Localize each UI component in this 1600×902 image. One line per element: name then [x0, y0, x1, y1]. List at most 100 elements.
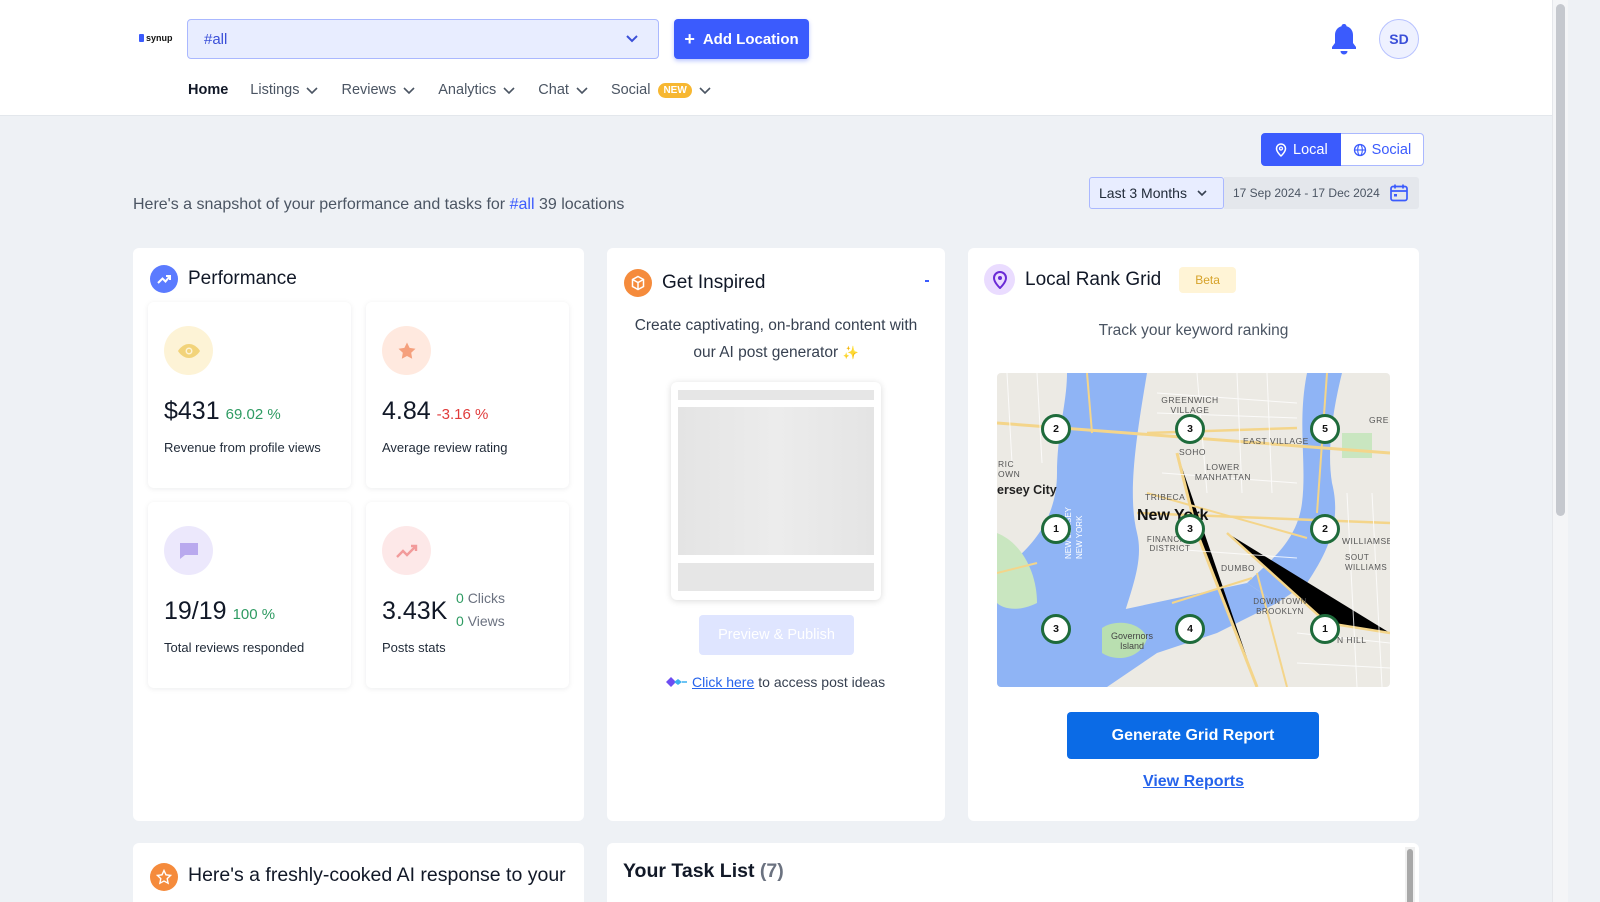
- map-label: GRE: [1369, 415, 1389, 425]
- date-span-field[interactable]: 17 Sep 2024 - 17 Dec 2024: [1224, 177, 1419, 209]
- scrollbar-thumb[interactable]: [1556, 4, 1565, 516]
- generate-grid-report-button[interactable]: Generate Grid Report: [1067, 712, 1319, 759]
- beta-badge: Beta: [1179, 266, 1236, 293]
- globe-icon: [1353, 143, 1366, 156]
- grid-rank-marker[interactable]: 3: [1175, 414, 1205, 444]
- map-label: SOHO: [1179, 447, 1207, 457]
- local-toggle-button[interactable]: Local: [1261, 133, 1341, 166]
- map-label: RIC OWN: [998, 459, 1021, 479]
- page-scrollbar[interactable]: [1552, 0, 1568, 902]
- add-location-label: Add Location: [702, 30, 799, 48]
- nav-home-label: Home: [188, 82, 229, 98]
- view-toggle: Local Social: [1261, 133, 1425, 166]
- map-label: DOWNTOWN BROOKLYN: [1253, 597, 1307, 616]
- grid-rank-marker[interactable]: 4: [1175, 614, 1205, 644]
- notification-bell-icon[interactable]: [1330, 22, 1358, 56]
- post-preview-skeleton: [671, 382, 881, 600]
- task-list-card: Your Task List (7): [607, 843, 1419, 902]
- snapshot-tag[interactable]: #all: [509, 196, 535, 213]
- top-header: synup #all + Add Location SD Home Listin…: [0, 0, 1568, 116]
- posts-clicks: 0 Clicks: [456, 590, 505, 606]
- performance-card: Performance $431 69.02 % Revenue from pro…: [133, 248, 584, 821]
- click-here-suffix: to access post ideas: [758, 674, 886, 690]
- preview-publish-button[interactable]: Preview & Publish: [699, 615, 854, 655]
- stat-revenue[interactable]: $431 69.02 % Revenue from profile views: [148, 302, 351, 488]
- stat-rating[interactable]: 4.84 -3.16 % Average review rating: [366, 302, 569, 488]
- stat-value-number: $431: [164, 397, 220, 425]
- skeleton-header: [678, 390, 874, 400]
- click-here-link[interactable]: Click here: [692, 674, 755, 690]
- local-toggle-label: Local: [1293, 141, 1328, 158]
- task-list-scrollbar[interactable]: [1405, 847, 1415, 902]
- snapshot-prefix: Here's a snapshot of your performance an…: [133, 196, 506, 213]
- get-inspired-card: Get Inspired Create captivating, on-bran…: [607, 248, 945, 821]
- map-label: DUMBO: [1221, 563, 1256, 573]
- grid-rank-marker[interactable]: 3: [1175, 514, 1205, 544]
- chevron-down-icon: [503, 87, 515, 95]
- inspire-line-1: Create captivating, on-brand content wit…: [634, 317, 918, 334]
- date-range-label: Last 3 Months: [1099, 185, 1187, 201]
- stat-label: Average review rating: [382, 440, 508, 455]
- ai-response-card: Here's a freshly-cooked AI response to y…: [133, 843, 584, 902]
- location-selector[interactable]: #all: [187, 19, 659, 59]
- stat-posts[interactable]: 3.43K 0 Clicks 0 Views Posts stats: [366, 502, 569, 688]
- logo-mark-icon: [139, 34, 144, 42]
- trend-up-icon: [150, 265, 178, 293]
- map-label: GREENWICH VILLAGE: [1161, 395, 1219, 415]
- chevron-down-icon: [403, 87, 415, 95]
- grid-rank-marker[interactable]: 3: [1041, 614, 1071, 644]
- stat-label: Revenue from profile views: [164, 440, 321, 455]
- grid-rank-marker[interactable]: 2: [1041, 414, 1071, 444]
- nav-social[interactable]: Social NEW: [611, 80, 712, 100]
- chat-icon: [164, 526, 213, 575]
- stat-label: Posts stats: [382, 640, 446, 655]
- task-list-heading: Your Task List (7): [623, 860, 784, 883]
- skeleton-image: [678, 407, 874, 555]
- rank-grid-title: Local Rank Grid: [1025, 268, 1162, 290]
- grid-rank-marker[interactable]: 1: [1310, 614, 1340, 644]
- snapshot-suffix: 39 locations: [538, 196, 625, 213]
- task-scroll-thumb[interactable]: [1407, 849, 1413, 902]
- add-location-button[interactable]: + Add Location: [674, 19, 809, 59]
- ai-response-title: Here's a freshly-cooked AI response to y…: [188, 864, 566, 886]
- synup-logo[interactable]: synup: [139, 33, 173, 43]
- nav-chat[interactable]: Chat: [538, 80, 589, 100]
- stat-value: 19/19 100 %: [164, 597, 275, 626]
- social-toggle-button[interactable]: Social: [1340, 133, 1425, 166]
- map-pin-icon: [984, 264, 1015, 295]
- map-label: LOWER MANHATTAN: [1194, 462, 1252, 482]
- nav-analytics[interactable]: Analytics: [438, 80, 516, 100]
- nav-chat-label: Chat: [538, 82, 569, 98]
- user-avatar[interactable]: SD: [1379, 19, 1419, 59]
- stat-value: 4.84 -3.16 %: [382, 397, 488, 426]
- view-reports-link[interactable]: View Reports: [1142, 773, 1245, 790]
- trend-icon: [382, 526, 431, 575]
- stat-value: 3.43K: [382, 597, 447, 626]
- skeleton-footer: [678, 563, 874, 591]
- rank-grid-map[interactable]: GREENWICH VILLAGE SOHO EAST VILLAGE LOWE…: [997, 373, 1390, 687]
- performance-header: Performance: [150, 265, 297, 293]
- map-label: FINANCIAL DISTRICT: [1146, 535, 1194, 553]
- grid-rank-marker[interactable]: 5: [1310, 414, 1340, 444]
- new-badge: NEW: [658, 82, 692, 98]
- grid-rank-marker[interactable]: 1: [1041, 514, 1071, 544]
- stat-value: $431 69.02 %: [164, 397, 281, 426]
- stat-label: Total reviews responded: [164, 640, 305, 655]
- stat-reviews-responded[interactable]: 19/19 100 % Total reviews responded: [148, 502, 351, 688]
- rank-grid-subtitle: Track your keyword ranking: [1098, 322, 1289, 339]
- nav-home[interactable]: Home: [188, 80, 228, 100]
- stat-delta: -3.16 %: [436, 406, 489, 423]
- date-range-select[interactable]: Last 3 Months: [1089, 177, 1224, 209]
- rank-grid-header: Local Rank Grid Beta: [984, 264, 1236, 295]
- nav-listings[interactable]: Listings: [250, 80, 319, 100]
- views-label: Views: [467, 613, 505, 629]
- views-count: 0: [456, 613, 464, 629]
- map-label: TRIBECA: [1145, 492, 1186, 502]
- date-span-text: 17 Sep 2024 - 17 Dec 2024: [1233, 186, 1380, 200]
- calendar-icon[interactable]: [1389, 183, 1409, 203]
- task-list-count: (7): [759, 860, 784, 882]
- nav-reviews[interactable]: Reviews: [341, 80, 416, 100]
- grid-rank-marker[interactable]: 2: [1310, 514, 1340, 544]
- nav-analytics-label: Analytics: [438, 82, 497, 98]
- map-label: SOUT WILLIAMS: [1345, 553, 1388, 572]
